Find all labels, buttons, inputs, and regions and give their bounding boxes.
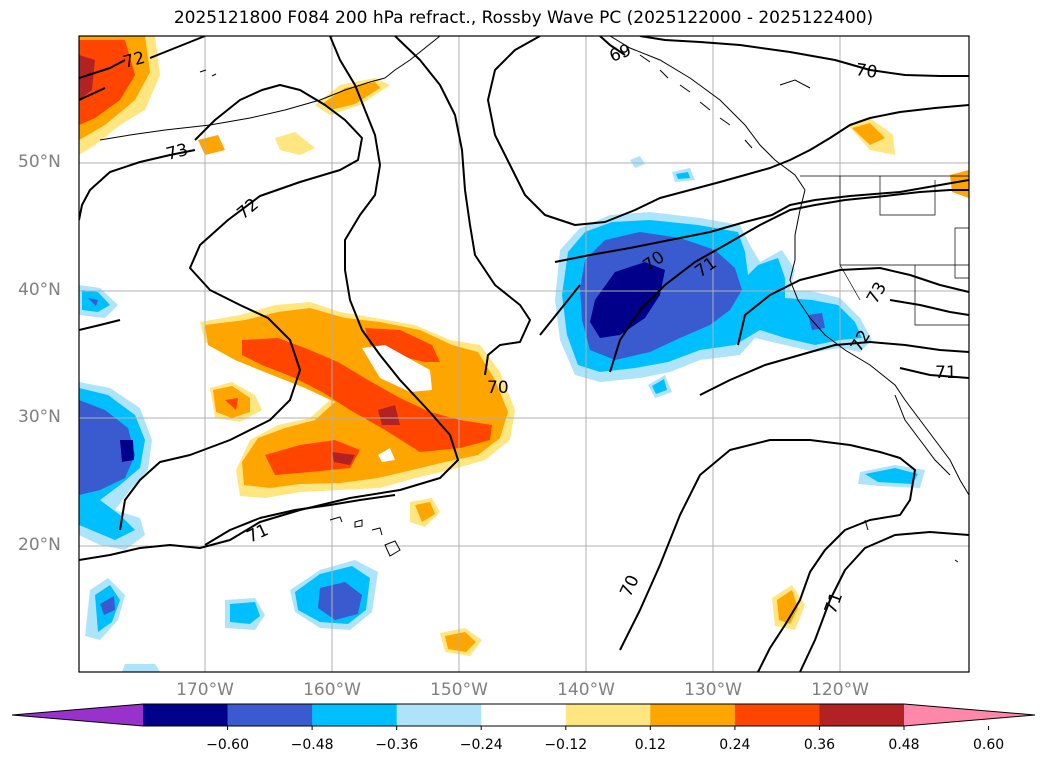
colorbar-tick-label: −0.24 [459, 737, 503, 753]
lon-label-120w: 120°W [811, 680, 869, 700]
contour-label: 71 [935, 363, 957, 383]
positive-anomaly-spot [852, 123, 885, 145]
colorbar-tick-label: 0.48 [888, 737, 920, 753]
negative-anomaly-spot [676, 172, 690, 179]
colorbar-tick-label: 0.36 [803, 737, 836, 753]
lon-label-160w: 160°W [303, 680, 361, 700]
lat-label-40n: 40°N [18, 280, 61, 300]
negative-anomaly-spot [100, 596, 115, 615]
colorbar-segment [734, 704, 820, 726]
colorbar-tick-label: −0.60 [206, 737, 249, 753]
positive-anomaly-spot [445, 632, 476, 652]
negative-anomaly-spot [652, 379, 667, 394]
colorbar-segment [650, 704, 736, 726]
colorbar-segment [143, 704, 229, 726]
colorbar-tick-label: −0.12 [544, 737, 588, 753]
map-background [79, 36, 969, 672]
colorbar-segment [565, 704, 651, 726]
colorbar-extend-low [12, 704, 143, 726]
map-frame [78, 35, 970, 673]
negative-anomaly-spot [230, 602, 260, 624]
lon-label-130w: 130°W [684, 680, 742, 700]
colorbar-segment [819, 704, 905, 726]
positive-anomaly-central-pacific [200, 302, 515, 498]
colorbar-tick-label: 0.24 [719, 737, 751, 753]
lon-label-170w: 170°W [176, 680, 234, 700]
colorbar-extend-high [904, 704, 1035, 726]
positive-anomaly-spot [275, 132, 315, 155]
contour-label: 70 [854, 60, 878, 83]
negative-anomaly-spot [318, 582, 362, 620]
negative-anomaly-west-edge [79, 382, 152, 550]
negative-anomaly-spot [630, 156, 645, 168]
lon-label-140w: 140°W [557, 680, 615, 700]
lat-label-50n: 50°N [18, 152, 61, 172]
colorbar-segment [312, 704, 398, 726]
colorbar-tick-label: 0.12 [634, 737, 666, 753]
negative-anomaly-spot [865, 468, 918, 484]
positive-anomaly-spot [777, 590, 798, 624]
colorbar-segment [396, 704, 482, 726]
colorbar-segment [481, 704, 567, 726]
colorbar-segment [227, 704, 313, 726]
positive-anomaly-nw-corner [79, 36, 160, 155]
lat-label-20n: 20°N [18, 535, 61, 555]
colorbar-tick-label: −0.48 [290, 737, 334, 753]
lat-label-30n: 30°N [18, 407, 61, 427]
map-title: 2025121800 F084 200 hPa refract., Rossby… [173, 8, 874, 28]
colorbar [11, 703, 1036, 730]
contour-lines [79, 36, 969, 672]
positive-anomaly-spot [322, 82, 380, 110]
positive-anomaly-spot [415, 502, 435, 522]
coastlines [99, 36, 969, 563]
contour-label: 70 [487, 378, 509, 398]
negative-anomaly-spot [122, 664, 160, 672]
positive-anomaly-spot [225, 398, 238, 410]
colorbar-outline [11, 703, 1036, 727]
colorbar-tick-label: 0.60 [972, 737, 1005, 753]
gridlines [79, 36, 969, 672]
map-layers [79, 36, 969, 672]
colorbar-tick-label: −0.36 [375, 737, 419, 753]
negative-anomaly-spot [88, 298, 98, 306]
lon-label-150w: 150°W [430, 680, 488, 700]
